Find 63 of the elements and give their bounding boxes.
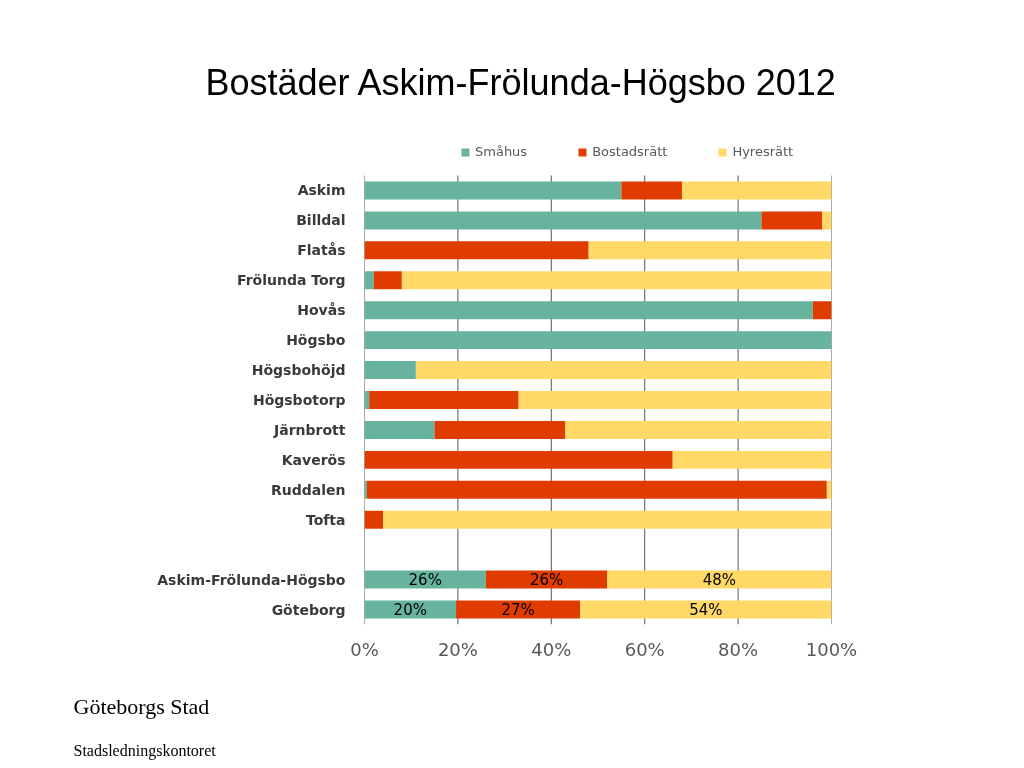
data-label: 48% [702, 570, 737, 589]
y-tick-label: Högsbohöjd [251, 362, 346, 379]
x-tick-label: 80% [718, 638, 759, 660]
y-tick-label: Högsbo [286, 332, 346, 349]
y-tick-label: Askim-Frölunda-Högsbo [157, 571, 346, 588]
y-tick-label: Frölunda Torg [237, 272, 346, 289]
bar [364, 271, 374, 290]
y-tick-label: Ruddalen [271, 481, 346, 498]
bar [580, 600, 832, 619]
bar [364, 570, 486, 589]
data-label: 26% [529, 570, 564, 589]
legend-label: Småhus [475, 144, 528, 159]
y-tick-label: Högsbotorp [252, 392, 346, 408]
bar [364, 450, 673, 469]
bar [364, 301, 813, 320]
y-tick-label: Järnbrott [273, 421, 346, 438]
text: Göteborgs Stad [73, 694, 210, 719]
bar [364, 241, 589, 260]
bar [588, 241, 832, 260]
bar [672, 450, 832, 469]
bar [822, 211, 832, 230]
legend-label: Bostadsrätt [592, 144, 668, 159]
bar [607, 570, 832, 589]
x-tick-label: 60% [624, 638, 665, 660]
x-tick-label: 0% [350, 638, 379, 660]
bar [373, 271, 402, 290]
bar [456, 600, 581, 619]
bar [682, 181, 832, 200]
y-tick-label: Tofta [305, 511, 346, 528]
data-label: 27% [501, 600, 535, 619]
bar [621, 181, 683, 200]
bar [485, 570, 608, 589]
bar [383, 510, 832, 529]
bar [434, 420, 566, 439]
text: Stadsledningskontoret [73, 741, 217, 760]
legend-label: Hyresrätt [732, 144, 794, 159]
x-tick-label: 20% [437, 638, 478, 660]
bar [415, 361, 832, 380]
bar [518, 391, 832, 409]
bar [364, 510, 384, 529]
bar [812, 301, 832, 320]
y-tick-label: Kaverös [281, 451, 346, 468]
bar [364, 331, 832, 350]
y-tick-label: Askim [297, 182, 346, 199]
bar [364, 361, 416, 380]
bar [761, 211, 823, 230]
data-label: 20% [393, 600, 427, 619]
chart-title: Bostäder Askim-Frölunda-Högsbo 2012 [205, 62, 836, 103]
y-tick-label: Flatås [297, 242, 346, 259]
data-label: 54% [689, 600, 723, 619]
bar [364, 181, 622, 200]
data-label: 26% [408, 570, 442, 589]
y-tick-label: Hovås [297, 302, 346, 319]
y-tick-label: Billdal [296, 212, 346, 229]
x-tick-label: 40% [531, 638, 572, 660]
bar [401, 271, 832, 290]
y-tick-label: Göteborg [271, 601, 346, 618]
bar [369, 391, 519, 409]
bar [364, 211, 762, 230]
bar [565, 420, 832, 439]
bar [364, 420, 435, 439]
bar [366, 480, 827, 499]
x-tick-label: 100% [805, 638, 858, 660]
